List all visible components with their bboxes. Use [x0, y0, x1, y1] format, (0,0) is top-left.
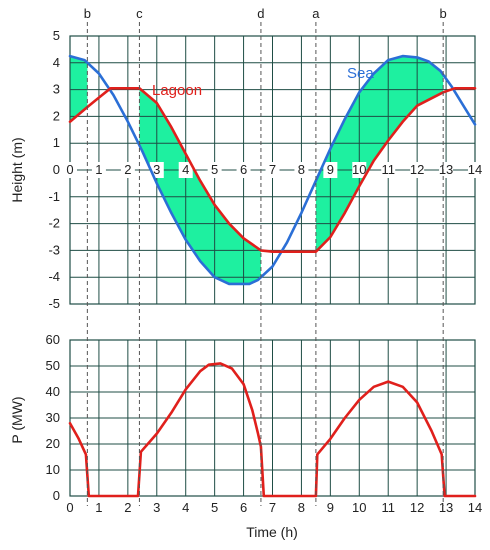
- marker-label-b: b: [440, 6, 447, 21]
- height-ytick-label: 4: [53, 55, 60, 70]
- height-xtick-label: 12: [410, 162, 424, 177]
- generation-region-1: [139, 88, 261, 284]
- power-xtick-label: 7: [269, 500, 276, 515]
- height-ytick-label: -2: [48, 216, 60, 231]
- height-series-sea-line: [68, 54, 477, 286]
- height-xtick-label: 10: [352, 162, 366, 177]
- power-xtick-label: 2: [124, 500, 131, 515]
- height-xtick-label: 4: [182, 162, 189, 177]
- height-ytick-label: 3: [53, 82, 60, 97]
- height-ytick-label: -5: [48, 296, 60, 311]
- height-axis-label: Height (m): [9, 137, 25, 202]
- marker-label-b: b: [84, 6, 91, 21]
- height-xtick-bg: [236, 162, 251, 178]
- height-xtick-label: 11: [381, 162, 395, 177]
- power-ytick-label: 40: [46, 384, 60, 399]
- power-axis-label: P (MW): [9, 396, 25, 443]
- height-xtick-label: 1: [95, 162, 102, 177]
- height-xtick-label: 8: [298, 162, 305, 177]
- height-xtick-bg: [381, 162, 396, 178]
- height-series-lagoon-line: [68, 87, 477, 253]
- height-xtick-bg: [439, 162, 454, 178]
- height-xtick-bg: [63, 162, 77, 178]
- height-xtick-label: 7: [269, 162, 276, 177]
- height-ytick-label: 1: [53, 135, 60, 150]
- height-xtick-bg: [410, 162, 425, 178]
- time-axis-label: Time (h): [246, 524, 298, 540]
- power-ytick-label: 30: [46, 410, 60, 425]
- power-xtick-label: 6: [240, 500, 247, 515]
- height-ytick-label: 0: [53, 162, 60, 177]
- height-xtick-label: 13: [439, 162, 453, 177]
- height-xtick-label: 3: [153, 162, 160, 177]
- marker-label-a: a: [312, 6, 320, 21]
- height-xtick-label: 9: [327, 162, 334, 177]
- height-xtick-bg: [323, 162, 338, 178]
- power-xtick-label: 9: [327, 500, 334, 515]
- power-xtick-label: 3: [153, 500, 160, 515]
- power-xtick-label: 8: [298, 500, 305, 515]
- generation-region-2: [315, 56, 444, 252]
- generation-region-0: [70, 56, 88, 122]
- height-xtick-bg: [468, 162, 482, 178]
- height-ytick-label: 5: [53, 28, 60, 43]
- power-series-0-line: [68, 362, 477, 498]
- height-xtick-label: 6: [240, 162, 247, 177]
- height-xtick-bg: [178, 162, 193, 178]
- power-ytick-label: 50: [46, 358, 60, 373]
- height-xtick-bg: [265, 162, 280, 178]
- height-xtick-bg: [294, 162, 309, 178]
- power-xtick-label: 0: [66, 500, 73, 515]
- height-ytick-label: -3: [48, 242, 60, 257]
- height-ytick-label: -1: [48, 189, 60, 204]
- marker-label-d: d: [257, 6, 264, 21]
- power-xtick-label: 1: [95, 500, 102, 515]
- sea-series-label: Sea: [347, 65, 374, 82]
- power-ytick-label: 0: [53, 488, 60, 503]
- power-xtick-label: 13: [439, 500, 453, 515]
- height-xtick-bg: [207, 162, 222, 178]
- height-xtick-label: 14: [468, 162, 482, 177]
- power-xtick-label: 10: [352, 500, 366, 515]
- power-ytick-label: 10: [46, 462, 60, 477]
- height-xtick-bg: [352, 162, 367, 178]
- power-xtick-label: 5: [211, 500, 218, 515]
- power-xtick-label: 11: [381, 500, 395, 515]
- height-xtick-label: 2: [124, 162, 131, 177]
- height-xtick-label: 5: [211, 162, 218, 177]
- height-ytick-label: -4: [48, 269, 60, 284]
- height-xtick-label: 0: [66, 162, 73, 177]
- power-ytick-label: 20: [46, 436, 60, 451]
- power-xtick-label: 12: [410, 500, 424, 515]
- height-xtick-bg: [120, 162, 135, 178]
- marker-label-c: c: [136, 6, 143, 21]
- height-xtick-bg: [91, 162, 106, 178]
- power-ytick-label: 60: [46, 332, 60, 347]
- power-xtick-label: 14: [468, 500, 482, 515]
- power-xtick-label: 4: [182, 500, 189, 515]
- height-ytick-label: 2: [53, 108, 60, 123]
- lagoon-series-label: Lagoon: [152, 82, 202, 99]
